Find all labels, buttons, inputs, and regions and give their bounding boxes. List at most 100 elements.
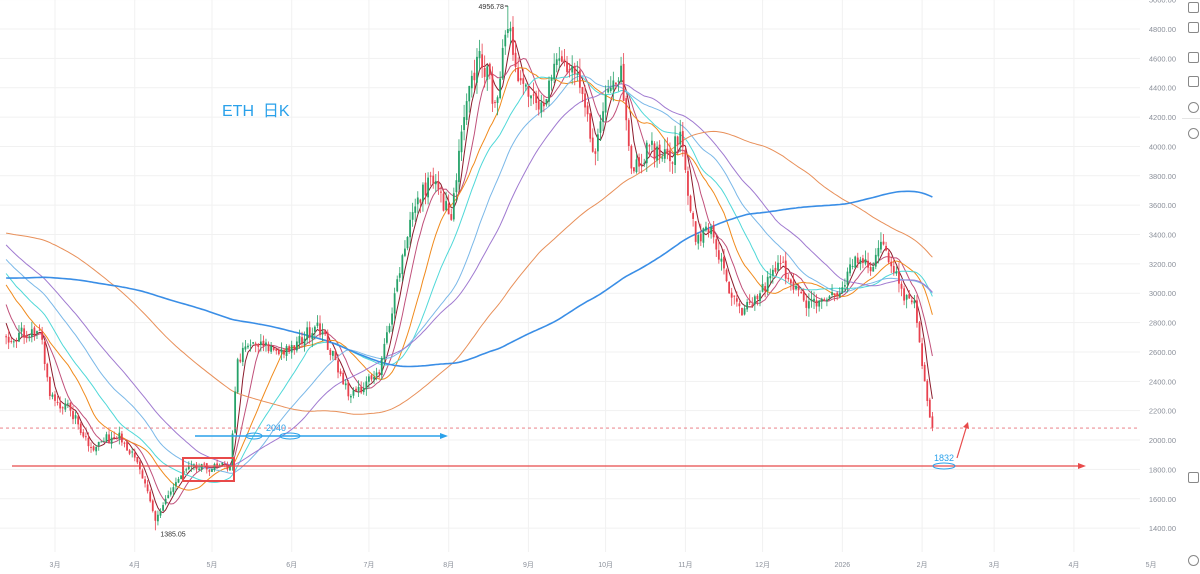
candle-body: [923, 364, 926, 382]
candle-body: [290, 344, 293, 353]
candle-body: [440, 191, 442, 193]
candle-body: [517, 67, 520, 82]
candle-body: [512, 26, 514, 55]
candle-body: [108, 434, 110, 443]
candle-body: [573, 66, 576, 75]
candle-body: [545, 98, 548, 105]
time-axis[interactable]: 3月 4月 5月 6月 7月 8月 9月 10月 11月 12月 2026 2月 3月 4月 5月: [50, 561, 1157, 569]
candle-body: [725, 269, 728, 281]
candle-body: [591, 137, 594, 152]
candle-body: [97, 441, 100, 446]
time-tick-label: 11月: [678, 561, 692, 569]
candle-body: [774, 267, 777, 272]
alert-icon[interactable]: [1188, 102, 1199, 113]
candle-body: [167, 495, 170, 499]
time-tick-label: 2月: [917, 561, 928, 569]
refresh-icon[interactable]: [1188, 555, 1199, 566]
time-tick-label: 8月: [443, 561, 454, 569]
candle-body: [151, 500, 154, 511]
candle-body: [434, 181, 437, 185]
indicator-icon[interactable]: [1188, 52, 1199, 63]
layout-icon[interactable]: [1188, 472, 1199, 483]
candle-body: [447, 203, 450, 215]
consolidation-box: [182, 457, 235, 482]
candle-body: [846, 271, 849, 285]
candle-body: [599, 121, 602, 133]
candle-body: [743, 308, 746, 315]
blue-level-label: 2040: [266, 423, 286, 433]
candle-body: [653, 143, 656, 160]
candle-body: [597, 134, 599, 152]
candle-body: [123, 442, 126, 444]
candle-body: [756, 295, 759, 300]
candle-body: [149, 491, 152, 502]
candle-body: [458, 150, 460, 183]
candle-body: [764, 286, 767, 292]
candle-body: [463, 117, 466, 131]
candle-body: [386, 332, 388, 343]
candle-body: [442, 193, 445, 211]
candle-body: [802, 291, 805, 301]
candle-body: [468, 85, 471, 102]
candle-body: [69, 402, 72, 411]
candle-body: [540, 102, 543, 113]
candle-body: [635, 159, 638, 173]
candle-body: [15, 340, 18, 342]
candle-body: [699, 233, 702, 242]
candle-body: [494, 102, 496, 104]
candle-body: [239, 359, 242, 362]
candle-body: [491, 73, 494, 104]
candle-body: [810, 299, 813, 302]
settings-icon[interactable]: [1188, 2, 1199, 13]
candle-body: [396, 279, 399, 292]
candle-body: [298, 336, 301, 344]
candle-body: [452, 193, 455, 220]
candle-body: [344, 383, 347, 386]
candle-body: [131, 451, 134, 453]
candle-body: [524, 84, 527, 87]
candle-body: [836, 292, 839, 296]
candle-body: [136, 456, 139, 463]
candle-body: [589, 113, 592, 139]
price-axis[interactable]: 1400.00 1600.00 1800.00 2000.00 2200.00 2400.…: [1140, 0, 1182, 574]
candle-body: [473, 72, 476, 81]
candle-body: [548, 80, 550, 102]
candle-body: [571, 66, 574, 73]
candle-body: [496, 97, 499, 104]
candle-body: [478, 51, 481, 59]
candle-body: [74, 415, 77, 419]
candle-body: [208, 470, 211, 472]
candle-body: [633, 167, 635, 172]
candle-body: [831, 292, 833, 295]
candle-body: [813, 298, 815, 301]
calendar-icon[interactable]: [1188, 76, 1199, 87]
candle-body: [293, 345, 296, 349]
low-price-label: 1385.05: [160, 531, 185, 538]
candle-body: [30, 329, 33, 337]
draw-icon[interactable]: [1188, 22, 1199, 33]
time-tick-label: 2026: [835, 562, 851, 569]
candle-body: [211, 469, 213, 472]
candle-body: [383, 343, 386, 360]
candle-body: [777, 262, 779, 271]
candle-body: [352, 390, 355, 396]
candle-body: [882, 241, 885, 245]
candle-body: [195, 464, 198, 470]
candle-body: [820, 298, 823, 302]
candle-body: [334, 350, 337, 360]
price-tick-label: 2000.00: [1149, 436, 1176, 445]
price-tick-label: 4200.00: [1149, 113, 1176, 122]
candle-body: [90, 446, 92, 448]
candle-body: [236, 359, 239, 393]
candle-body: [177, 478, 180, 483]
candle-body: [550, 77, 553, 81]
candle-body: [226, 465, 229, 470]
candle-body: [578, 70, 581, 88]
candle-body: [645, 142, 648, 164]
ma200-line: [6, 190, 933, 368]
candle-body: [807, 301, 810, 309]
compare-icon[interactable]: [1188, 128, 1199, 139]
candle-body: [154, 511, 157, 521]
candle-body: [728, 281, 731, 294]
